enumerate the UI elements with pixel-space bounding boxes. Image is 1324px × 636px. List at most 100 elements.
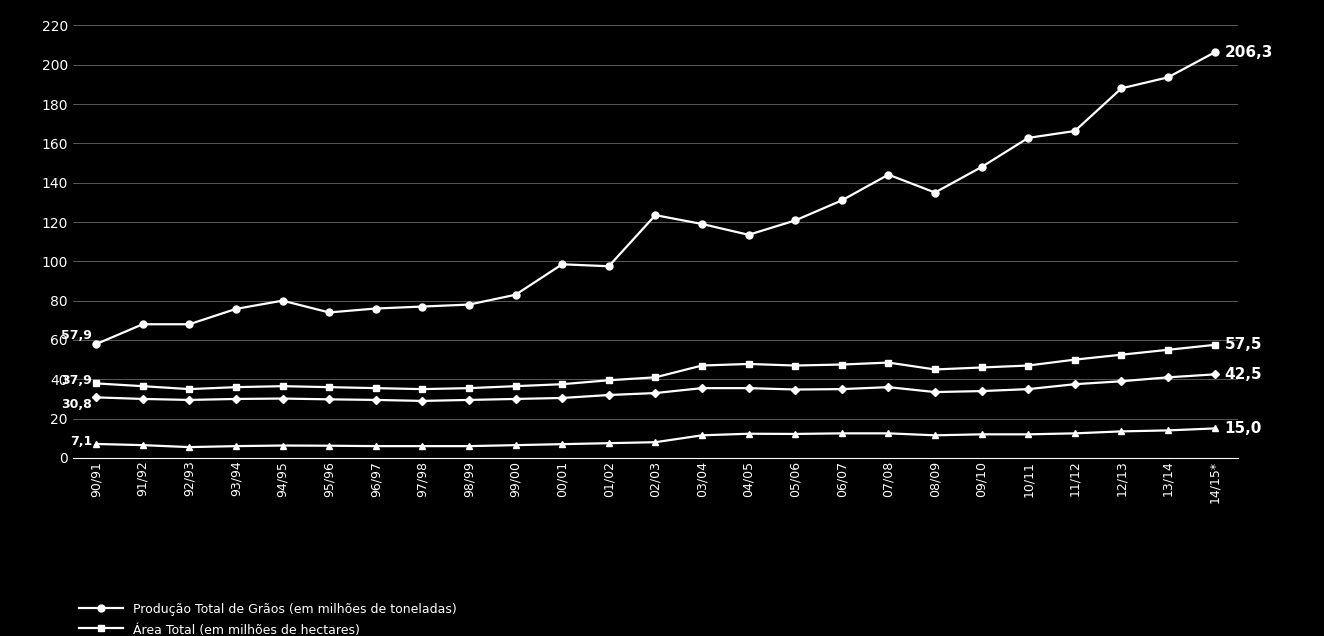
Text: 15,0: 15,0 [1225, 421, 1262, 436]
Área Total (em milhões de hectares) [927, 366, 943, 373]
Área de 2º Safra, 3º Safra e de Inverno (em milhões de hectares) [414, 442, 430, 450]
Área Total (em milhões de hectares) [647, 373, 663, 381]
Área de Grãos sem Culturas de 2º Safra, 3º Safra e de Inverno (em milhões de hectares) [461, 396, 477, 404]
Área Total (em milhões de hectares) [1160, 346, 1176, 354]
Produção Total de Grãos (em milhões de toneladas) [1206, 48, 1222, 56]
Área de Grãos sem Culturas de 2º Safra, 3º Safra e de Inverno (em milhões de hectares) [322, 396, 338, 403]
Área Total (em milhões de hectares) [555, 380, 571, 388]
Área de 2º Safra, 3º Safra e de Inverno (em milhões de hectares) [274, 442, 290, 450]
Produção Total de Grãos (em milhões de toneladas) [274, 297, 290, 305]
Produção Total de Grãos (em milhões de toneladas) [1021, 134, 1037, 142]
Área Total (em milhões de hectares) [1021, 362, 1037, 370]
Text: 57,5: 57,5 [1225, 337, 1262, 352]
Área Total (em milhões de hectares) [274, 382, 290, 390]
Área Total (em milhões de hectares) [1067, 356, 1083, 363]
Produção Total de Grãos (em milhões de toneladas) [647, 211, 663, 219]
Área de 2º Safra, 3º Safra e de Inverno (em milhões de hectares) [461, 442, 477, 450]
Produção Total de Grãos (em milhões de toneladas) [507, 291, 523, 298]
Área de 2º Safra, 3º Safra e de Inverno (em milhões de hectares) [834, 429, 850, 437]
Área de Grãos sem Culturas de 2º Safra, 3º Safra e de Inverno (em milhões de hectares) [647, 389, 663, 397]
Área de Grãos sem Culturas de 2º Safra, 3º Safra e de Inverno (em milhões de hectares) [507, 395, 523, 403]
Produção Total de Grãos (em milhões de toneladas) [880, 171, 896, 179]
Área de Grãos sem Culturas de 2º Safra, 3º Safra e de Inverno (em milhões de hectares) [788, 385, 804, 393]
Produção Total de Grãos (em milhões de toneladas) [740, 231, 756, 238]
Área de 2º Safra, 3º Safra e de Inverno (em milhões de hectares) [927, 431, 943, 439]
Área de 2º Safra, 3º Safra e de Inverno (em milhões de hectares) [601, 439, 617, 447]
Produção Total de Grãos (em milhões de toneladas) [834, 197, 850, 204]
Área de Grãos sem Culturas de 2º Safra, 3º Safra e de Inverno (em milhões de hectares) [135, 395, 151, 403]
Área de 2º Safra, 3º Safra e de Inverno (em milhões de hectares) [228, 442, 244, 450]
Área de 2º Safra, 3º Safra e de Inverno (em milhões de hectares) [507, 441, 523, 449]
Área de 2º Safra, 3º Safra e de Inverno (em milhões de hectares) [368, 442, 384, 450]
Área de 2º Safra, 3º Safra e de Inverno (em milhões de hectares) [135, 441, 151, 449]
Área de Grãos sem Culturas de 2º Safra, 3º Safra e de Inverno (em milhões de hectares) [834, 385, 850, 393]
Área de Grãos sem Culturas de 2º Safra, 3º Safra e de Inverno (em milhões de hectares) [89, 394, 105, 401]
Área Total (em milhões de hectares) [181, 385, 197, 393]
Text: 37,9: 37,9 [61, 374, 91, 387]
Área de Grãos sem Culturas de 2º Safra, 3º Safra e de Inverno (em milhões de hectares) [181, 396, 197, 404]
Text: 42,5: 42,5 [1225, 367, 1262, 382]
Área de 2º Safra, 3º Safra e de Inverno (em milhões de hectares) [1206, 425, 1222, 432]
Text: 57,9: 57,9 [61, 329, 91, 342]
Line: Produção Total de Grãos (em milhões de toneladas): Produção Total de Grãos (em milhões de t… [93, 49, 1218, 347]
Área Total (em milhões de hectares) [414, 385, 430, 393]
Área de Grãos sem Culturas de 2º Safra, 3º Safra e de Inverno (em milhões de hectares) [973, 387, 989, 395]
Produção Total de Grãos (em milhões de toneladas) [555, 261, 571, 268]
Área Total (em milhões de hectares) [89, 380, 105, 387]
Área de Grãos sem Culturas de 2º Safra, 3º Safra e de Inverno (em milhões de hectares) [880, 384, 896, 391]
Área de 2º Safra, 3º Safra e de Inverno (em milhões de hectares) [1067, 429, 1083, 437]
Produção Total de Grãos (em milhões de toneladas) [135, 321, 151, 328]
Área de 2º Safra, 3º Safra e de Inverno (em milhões de hectares) [788, 430, 804, 438]
Área Total (em milhões de hectares) [788, 362, 804, 370]
Área de 2º Safra, 3º Safra e de Inverno (em milhões de hectares) [1160, 427, 1176, 434]
Produção Total de Grãos (em milhões de toneladas) [1067, 127, 1083, 135]
Produção Total de Grãos (em milhões de toneladas) [461, 301, 477, 308]
Produção Total de Grãos (em milhões de toneladas) [322, 308, 338, 316]
Área Total (em milhões de hectares) [973, 364, 989, 371]
Área Total (em milhões de hectares) [228, 384, 244, 391]
Área Total (em milhões de hectares) [135, 382, 151, 390]
Text: 30,8: 30,8 [61, 398, 91, 411]
Área Total (em milhões de hectares) [368, 384, 384, 392]
Produção Total de Grãos (em milhões de toneladas) [181, 321, 197, 328]
Produção Total de Grãos (em milhões de toneladas) [788, 217, 804, 225]
Produção Total de Grãos (em milhões de toneladas) [601, 263, 617, 270]
Line: Área Total (em milhões de hectares): Área Total (em milhões de hectares) [93, 342, 1218, 392]
Produção Total de Grãos (em milhões de toneladas) [1113, 85, 1129, 92]
Text: 7,1: 7,1 [70, 434, 91, 448]
Área Total (em milhões de hectares) [694, 362, 710, 370]
Área de 2º Safra, 3º Safra e de Inverno (em milhões de hectares) [647, 438, 663, 446]
Área de Grãos sem Culturas de 2º Safra, 3º Safra e de Inverno (em milhões de hectares) [694, 384, 710, 392]
Área Total (em milhões de hectares) [461, 384, 477, 392]
Área de 2º Safra, 3º Safra e de Inverno (em milhões de hectares) [880, 429, 896, 437]
Área Total (em milhões de hectares) [1113, 351, 1129, 359]
Área de Grãos sem Culturas de 2º Safra, 3º Safra e de Inverno (em milhões de hectares) [927, 388, 943, 396]
Área de 2º Safra, 3º Safra e de Inverno (em milhões de hectares) [740, 430, 756, 438]
Produção Total de Grãos (em milhões de toneladas) [228, 305, 244, 313]
Line: Área de Grãos sem Culturas de 2º Safra, 3º Safra e de Inverno (em milhões de hectares): Área de Grãos sem Culturas de 2º Safra, … [94, 371, 1217, 404]
Área de 2º Safra, 3º Safra e de Inverno (em milhões de hectares) [1113, 427, 1129, 435]
Área de 2º Safra, 3º Safra e de Inverno (em milhões de hectares) [694, 431, 710, 439]
Área de Grãos sem Culturas de 2º Safra, 3º Safra e de Inverno (em milhões de hectares) [601, 391, 617, 399]
Produção Total de Grãos (em milhões de toneladas) [89, 340, 105, 348]
Área Total (em milhões de hectares) [834, 361, 850, 368]
Área de Grãos sem Culturas de 2º Safra, 3º Safra e de Inverno (em milhões de hectares) [1160, 373, 1176, 381]
Área de Grãos sem Culturas de 2º Safra, 3º Safra e de Inverno (em milhões de hectares) [740, 384, 756, 392]
Área de 2º Safra, 3º Safra e de Inverno (em milhões de hectares) [322, 442, 338, 450]
Área de Grãos sem Culturas de 2º Safra, 3º Safra e de Inverno (em milhões de hectares) [555, 394, 571, 402]
Área Total (em milhões de hectares) [322, 384, 338, 391]
Área de Grãos sem Culturas de 2º Safra, 3º Safra e de Inverno (em milhões de hectares) [414, 397, 430, 404]
Produção Total de Grãos (em milhões de toneladas) [368, 305, 384, 312]
Área de 2º Safra, 3º Safra e de Inverno (em milhões de hectares) [89, 440, 105, 448]
Área de Grãos sem Culturas de 2º Safra, 3º Safra e de Inverno (em milhões de hectares) [1021, 385, 1037, 393]
Produção Total de Grãos (em milhões de toneladas) [927, 189, 943, 197]
Área de 2º Safra, 3º Safra e de Inverno (em milhões de hectares) [181, 443, 197, 451]
Área de Grãos sem Culturas de 2º Safra, 3º Safra e de Inverno (em milhões de hectares) [228, 395, 244, 403]
Área de 2º Safra, 3º Safra e de Inverno (em milhões de hectares) [973, 431, 989, 438]
Line: Área de 2º Safra, 3º Safra e de Inverno (em milhões de hectares): Área de 2º Safra, 3º Safra e de Inverno … [93, 425, 1218, 450]
Área Total (em milhões de hectares) [880, 359, 896, 366]
Produção Total de Grãos (em milhões de toneladas) [973, 163, 989, 171]
Produção Total de Grãos (em milhões de toneladas) [414, 303, 430, 310]
Área de Grãos sem Culturas de 2º Safra, 3º Safra e de Inverno (em milhões de hectares) [1206, 371, 1222, 378]
Área Total (em milhões de hectares) [601, 377, 617, 384]
